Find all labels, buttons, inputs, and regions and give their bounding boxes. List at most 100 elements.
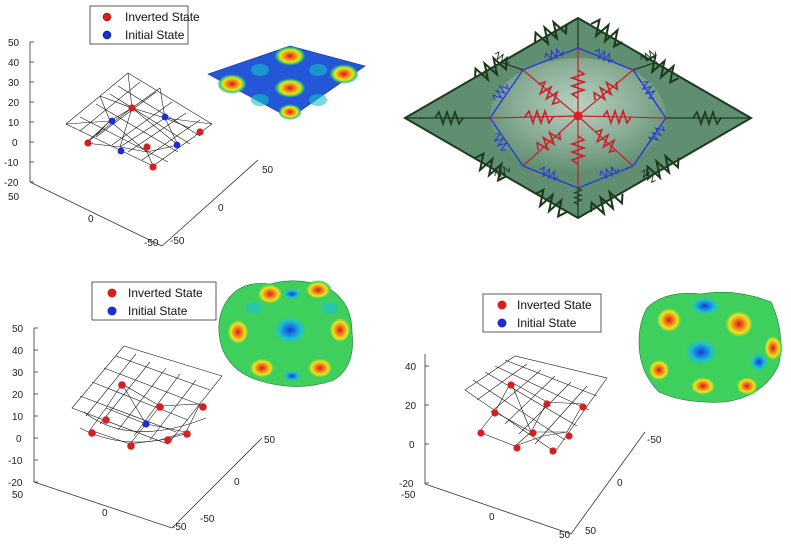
inverted-marker xyxy=(149,163,157,171)
wire-mesh xyxy=(65,72,213,167)
z-axis xyxy=(33,327,38,483)
inverted-marker xyxy=(513,444,521,452)
mesh-plot-bottom-left: Inverted State Initial State 50 40 30 20… xyxy=(8,280,353,533)
inverted-marker xyxy=(549,447,557,455)
x-tick: 50 xyxy=(12,490,24,501)
inverted-marker xyxy=(196,128,204,136)
inverted-marker xyxy=(156,403,164,411)
y-tick-labels: 50 0 -50 xyxy=(170,165,274,247)
x-tick-labels: 50 0 -50 xyxy=(12,490,187,533)
mesh-plot-bottom-right: Inverted State Initial State 40 20 0 -20… xyxy=(399,291,783,541)
initial-marker xyxy=(173,141,181,149)
y-tick: 0 xyxy=(617,478,623,489)
z-tick: 20 xyxy=(405,401,417,412)
dark-springs xyxy=(405,18,751,218)
z-tick: 40 xyxy=(8,58,20,69)
inverted-marker xyxy=(118,381,126,389)
z-tick-labels: 40 20 0 -20 xyxy=(399,362,417,490)
y-tick: 0 xyxy=(218,203,224,214)
legend-initial-label: Initial State xyxy=(125,28,185,42)
z-tick: 0 xyxy=(12,138,18,149)
inverted-marker xyxy=(128,104,136,112)
center-node xyxy=(573,111,583,121)
initial-marker xyxy=(142,420,150,428)
z-tick: 20 xyxy=(8,98,20,109)
z-tick: 50 xyxy=(8,38,20,49)
inverted-marker xyxy=(164,436,172,444)
wire-mesh xyxy=(71,345,223,445)
legend-initial-label: Initial State xyxy=(128,304,188,318)
z-tick: 0 xyxy=(409,440,415,451)
x-tick: 0 xyxy=(102,508,108,519)
inverted-marker xyxy=(477,429,485,437)
state-markers xyxy=(477,381,587,455)
plot-panel-bottom-right: Inverted State Initial State 40 20 0 -20… xyxy=(395,272,791,545)
inverted-marker xyxy=(199,403,207,411)
z-tick: -20 xyxy=(4,178,19,189)
z-tick-labels: 50 40 30 20 10 0 -10 -20 xyxy=(4,38,20,189)
y-tick: -50 xyxy=(200,514,215,525)
inverted-marker xyxy=(565,432,573,440)
initial-marker xyxy=(108,117,116,125)
legend-initial-label: Initial State xyxy=(517,316,577,330)
legend-top-left: Inverted State Initial State xyxy=(89,5,200,45)
z-tick: -20 xyxy=(8,478,23,489)
x-tick: 0 xyxy=(489,512,495,523)
y-tick-labels: -50 0 50 xyxy=(585,435,662,537)
x-tick: 50 xyxy=(559,530,571,541)
z-tick: 20 xyxy=(12,390,24,401)
x-tick: -50 xyxy=(401,490,416,501)
legend-inverted-label: Inverted State xyxy=(125,10,200,24)
initial-marker xyxy=(161,113,169,121)
z-tick: -10 xyxy=(4,158,19,169)
inverted-marker xyxy=(507,381,515,389)
x-tick: -50 xyxy=(172,522,187,533)
y-tick: 50 xyxy=(262,165,274,176)
contour-sheet-inset xyxy=(207,45,366,120)
z-tick: 30 xyxy=(12,368,24,379)
legend-inverted-label: Inverted State xyxy=(517,298,592,312)
inverted-marker xyxy=(102,416,110,424)
spring-plate-diagram xyxy=(395,0,791,260)
x-tick: 50 xyxy=(8,192,20,203)
inverted-marker xyxy=(143,143,151,151)
inverted-marker xyxy=(88,429,96,437)
z-axis xyxy=(424,354,429,484)
z-tick-labels: 50 40 30 20 10 0 -10 -20 xyxy=(8,324,24,489)
legend-inverted-label: Inverted State xyxy=(128,286,203,300)
x-tick-labels: -50 0 50 xyxy=(401,490,571,541)
floor-axes xyxy=(424,431,646,535)
contour-sphere-inset xyxy=(638,291,783,403)
floor-axes xyxy=(29,159,259,247)
inverted-marker xyxy=(491,409,499,417)
inverted-marker xyxy=(529,429,537,437)
x-tick-labels: 50 0 -50 xyxy=(8,192,159,249)
mesh-plot-top-left: Inverted State Initial State 50 40 30 20… xyxy=(4,5,366,249)
inverted-marker xyxy=(183,430,191,438)
plot-panel-bottom-left: Inverted State Initial State 50 40 30 20… xyxy=(0,272,395,545)
y-tick: -50 xyxy=(170,236,185,247)
floor-axes xyxy=(33,437,263,529)
state-markers xyxy=(84,104,204,171)
legend-initial-marker xyxy=(107,306,117,316)
inverted-marker xyxy=(127,442,135,450)
y-tick: 50 xyxy=(264,435,276,446)
y-tick: 50 xyxy=(585,526,597,537)
state-markers xyxy=(88,381,207,450)
legend-inverted-marker xyxy=(107,288,117,298)
z-tick: 40 xyxy=(12,346,24,357)
legend-bottom-right: Inverted State Initial State xyxy=(482,293,602,333)
inverted-marker xyxy=(84,139,92,147)
z-tick: -10 xyxy=(8,456,23,467)
legend-inverted-marker xyxy=(497,300,507,310)
plot-panel-top-left: Inverted State Initial State 50 40 30 20… xyxy=(0,0,395,260)
x-tick: 0 xyxy=(88,214,94,225)
z-tick: -20 xyxy=(399,479,414,490)
z-tick: 40 xyxy=(405,362,417,373)
z-tick: 0 xyxy=(16,434,22,445)
z-tick: 10 xyxy=(8,118,20,129)
y-tick: -50 xyxy=(647,435,662,446)
z-tick: 10 xyxy=(12,412,24,423)
wire-mesh xyxy=(464,355,608,453)
spring-network-figure xyxy=(403,16,753,220)
